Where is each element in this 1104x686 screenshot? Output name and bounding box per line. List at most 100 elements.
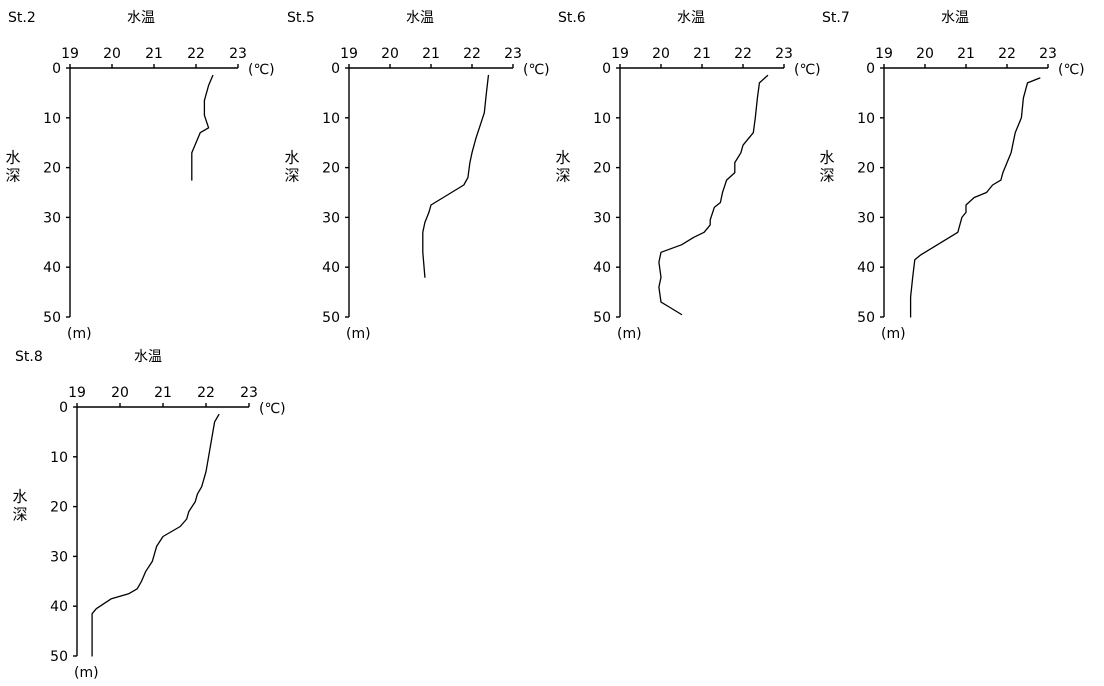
chart-title: 水温: [406, 10, 434, 26]
x-tick-label: 23: [240, 385, 258, 401]
y-tick-label: 50: [593, 310, 611, 326]
y-tick-label: 0: [602, 61, 611, 77]
y-tick-label: 20: [593, 161, 611, 177]
temperature-profile-line: [909, 77, 1041, 318]
x-tick-label: 20: [111, 385, 129, 401]
x-tick-label: 19: [61, 46, 79, 62]
y-tick-label: 40: [43, 260, 61, 276]
y-axis-label-char: 水: [819, 149, 834, 167]
station-label: St.5: [287, 10, 315, 26]
y-tick-label: 10: [322, 111, 340, 127]
y-tick-label: 30: [322, 210, 340, 226]
x-tick-label: 21: [154, 385, 172, 401]
x-tick-label: 19: [875, 46, 893, 62]
chart-panel-st5: St.5 水温 19 20 21 22 23 0 10 20 30 40 50 (℃) (m) 水深: [284, 10, 549, 342]
x-tick-label: 22: [998, 46, 1016, 62]
chart-title: 水温: [941, 10, 969, 26]
y-unit-label: (m): [617, 326, 642, 342]
y-tick-label: 30: [43, 210, 61, 226]
y-axis-label-char: 深: [819, 167, 834, 185]
y-tick-label: 0: [331, 61, 340, 77]
y-tick-label: 20: [322, 161, 340, 177]
x-tick-label: 19: [68, 385, 86, 401]
chart-panel-st6: St.6 水温 19 20 21 22 23 0 10 20 30 40 50 (℃) (m) 水深: [555, 10, 820, 342]
y-unit-label: (m): [881, 326, 906, 342]
chart-title: 水温: [134, 349, 162, 365]
y-tick-label: 50: [43, 310, 61, 326]
y-tick-label: 40: [50, 599, 68, 615]
chart-title: 水温: [677, 10, 705, 26]
x-unit-label: (℃): [1058, 62, 1085, 78]
y-tick-label: 10: [857, 111, 875, 127]
x-tick-label: 20: [916, 46, 934, 62]
y-tick-label: 0: [59, 400, 68, 416]
y-unit-label: (m): [74, 665, 99, 681]
y-tick-label: 30: [593, 210, 611, 226]
y-axis-label-char: 水: [12, 488, 27, 506]
temperature-profile-line: [191, 74, 214, 181]
x-unit-label: (℃): [794, 62, 821, 78]
x-tick-label: 19: [611, 46, 629, 62]
y-tick-label: 10: [43, 111, 61, 127]
temperature-profile-line: [91, 413, 220, 657]
station-label: St.6: [558, 10, 586, 26]
y-axis-label-char: 水: [284, 149, 299, 167]
chart-title: 水温: [127, 10, 155, 26]
y-axis-label: 水深: [5, 149, 20, 185]
chart-panel-st7: St.7 水温 19 20 21 22 23 0 10 20 30 40 50 (℃) (m) 水深: [819, 10, 1084, 342]
station-label: St.8: [15, 349, 43, 365]
y-tick-label: 0: [866, 61, 875, 77]
x-tick-label: 20: [103, 46, 121, 62]
x-tick-label: 21: [422, 46, 440, 62]
y-tick-label: 40: [593, 260, 611, 276]
x-tick-label: 23: [229, 46, 247, 62]
chart-panel-st2: St.2 水温 19 20 21 22 23 0 10 20 30 40 50 (℃) (m) 水深: [5, 10, 274, 342]
x-tick-label: 22: [197, 385, 215, 401]
y-axis-label-char: 水: [5, 149, 20, 167]
x-tick-label: 19: [340, 46, 358, 62]
x-tick-label: 22: [187, 46, 205, 62]
y-tick-label: 0: [52, 61, 61, 77]
y-unit-label: (m): [346, 326, 371, 342]
temperature-profile-line: [422, 74, 490, 278]
y-axis-label: 水深: [284, 149, 299, 185]
station-label: St.7: [822, 10, 850, 26]
y-axis-label-char: 深: [5, 167, 20, 185]
y-axis-label-char: 水: [555, 149, 570, 167]
y-unit-label: (m): [67, 326, 92, 342]
y-tick-label: 10: [50, 450, 68, 466]
chart-panel-st8: St.8 水温 19 20 21 22 23 0 10 20 30 40 50 (℃) (m) 水深: [12, 349, 285, 681]
y-tick-label: 40: [857, 260, 875, 276]
x-tick-label: 21: [145, 46, 163, 62]
y-tick-label: 20: [50, 500, 68, 516]
y-tick-label: 10: [593, 111, 611, 127]
y-tick-label: 30: [857, 210, 875, 226]
y-axis-label: 水深: [12, 488, 27, 524]
x-tick-label: 23: [1039, 46, 1057, 62]
station-label: St.2: [8, 10, 36, 26]
y-axis-label-char: 深: [12, 506, 27, 524]
y-axis-label-char: 深: [284, 167, 299, 185]
x-tick-label: 21: [693, 46, 711, 62]
y-tick-label: 50: [50, 649, 68, 665]
y-axis-label-char: 深: [555, 167, 570, 185]
y-tick-label: 50: [857, 310, 875, 326]
y-axis-label: 水深: [819, 149, 834, 185]
x-unit-label: (℃): [248, 62, 275, 78]
y-tick-label: 20: [43, 161, 61, 177]
y-tick-label: 20: [857, 161, 875, 177]
x-unit-label: (℃): [523, 62, 550, 78]
x-unit-label: (℃): [259, 401, 286, 417]
x-tick-label: 22: [734, 46, 752, 62]
y-axis-label: 水深: [555, 149, 570, 185]
temperature-profile-line: [658, 74, 769, 316]
x-tick-label: 20: [381, 46, 399, 62]
y-tick-label: 40: [322, 260, 340, 276]
x-tick-label: 21: [957, 46, 975, 62]
x-tick-label: 23: [504, 46, 522, 62]
x-tick-label: 20: [652, 46, 670, 62]
y-tick-label: 50: [322, 310, 340, 326]
x-tick-label: 23: [775, 46, 793, 62]
y-tick-label: 30: [50, 549, 68, 565]
